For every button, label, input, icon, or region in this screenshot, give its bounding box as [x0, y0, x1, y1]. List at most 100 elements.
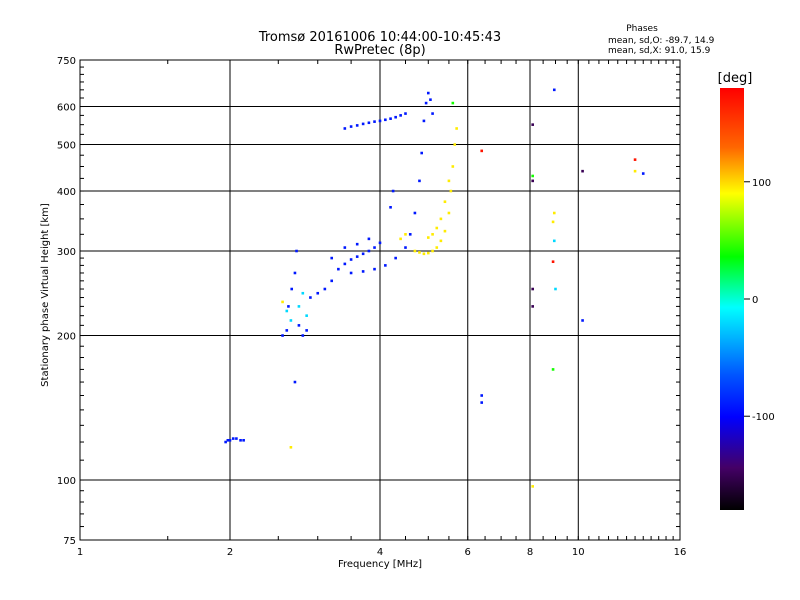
y-axis-label: Stationary phase Virtual Height [km]: [40, 203, 51, 387]
data-point: [224, 440, 227, 444]
data-point: [480, 149, 484, 153]
data-point: [451, 101, 455, 105]
data-point: [293, 271, 297, 275]
x-tick-label: 2: [227, 547, 233, 558]
data-point: [281, 334, 284, 337]
data-point: [424, 101, 428, 105]
data-point: [581, 169, 584, 173]
data-point: [420, 151, 423, 155]
data-point: [581, 319, 584, 322]
colorbar-label: [deg]: [718, 71, 753, 86]
data-point: [399, 114, 402, 117]
data-point: [551, 260, 555, 264]
data-point: [408, 233, 412, 236]
phases-x-stats: mean, sd,X: 91.0, 15.9: [608, 46, 711, 56]
data-point: [226, 438, 230, 442]
y-tick-label: 100: [57, 476, 76, 487]
y-tick-label: 600: [57, 103, 76, 114]
data-point: [451, 165, 455, 168]
data-point: [552, 88, 556, 92]
x-tick-label: 16: [674, 547, 687, 558]
data-point: [361, 252, 365, 256]
colorbar-tick-label: 100: [752, 178, 771, 189]
data-point: [531, 123, 534, 126]
data-point: [349, 271, 353, 275]
data-point: [431, 249, 434, 253]
data-point: [330, 256, 334, 260]
data-point: [413, 249, 417, 253]
data-point: [373, 120, 376, 123]
data-point: [455, 127, 458, 130]
data-point: [378, 119, 382, 123]
data-point: [373, 246, 376, 249]
data-point: [394, 256, 397, 260]
data-point: [235, 437, 238, 440]
data-point: [293, 380, 297, 384]
data-point: [404, 233, 407, 236]
data-point: [343, 127, 347, 130]
data-point: [242, 438, 245, 442]
colorbar: [720, 88, 744, 510]
data-point: [349, 125, 353, 128]
data-point: [367, 249, 371, 253]
data-point: [480, 394, 484, 397]
data-point: [355, 255, 359, 258]
data-point: [285, 309, 289, 313]
data-point: [551, 220, 555, 224]
data-point: [305, 314, 308, 317]
data-point: [384, 118, 387, 122]
data-point: [301, 291, 305, 295]
data-point: [404, 112, 407, 115]
data-point: [552, 211, 556, 215]
y-tick-label: 75: [63, 536, 76, 547]
data-point: [323, 287, 327, 291]
data-point: [431, 233, 434, 236]
data-point: [367, 237, 371, 241]
data-point: [453, 143, 457, 146]
data-point: [531, 305, 534, 308]
data-point: [641, 172, 645, 175]
data-point: [389, 117, 392, 120]
data-point: [531, 179, 534, 183]
data-point: [239, 438, 242, 442]
data-point: [435, 226, 439, 230]
data-point: [633, 158, 637, 161]
data-point: [552, 239, 556, 243]
x-tick-label: 1: [77, 547, 83, 558]
data-point: [297, 305, 301, 308]
data-point: [449, 189, 453, 193]
x-tick-label: 8: [527, 547, 533, 558]
data-point: [399, 237, 402, 241]
data-point: [422, 252, 426, 256]
phases-o-stats: mean, sd,O: -89.7, 14.9: [608, 36, 715, 46]
data-point: [373, 267, 376, 271]
data-point: [418, 251, 421, 254]
data-point: [343, 262, 347, 266]
data-point: [426, 91, 430, 95]
data-point: [426, 236, 430, 239]
chart-subtitle: RwPretec (8p): [334, 43, 425, 58]
data-point: [391, 189, 395, 193]
data-point: [480, 401, 484, 404]
data-point: [426, 251, 430, 255]
data-point: [289, 319, 293, 322]
chart-title: Tromsø 20161006 10:44:00-10:45:43: [258, 30, 501, 45]
data-point: [355, 124, 359, 127]
data-point: [531, 287, 534, 291]
data-point: [389, 205, 392, 209]
data-point: [531, 174, 534, 178]
y-tick-label: 200: [57, 332, 76, 343]
y-tick-label: 300: [57, 247, 76, 258]
colorbar-ticks: 100 0 -100: [744, 178, 775, 423]
data-point: [316, 291, 320, 295]
data-point: [378, 241, 382, 245]
data-point: [431, 112, 434, 115]
data-point: [554, 287, 557, 291]
data-point: [422, 119, 426, 123]
grid-lines: [80, 60, 680, 540]
data-point: [290, 287, 294, 291]
data-point: [349, 258, 353, 261]
data-point: [443, 200, 447, 204]
colorbar-tick-label: 0: [752, 295, 758, 306]
